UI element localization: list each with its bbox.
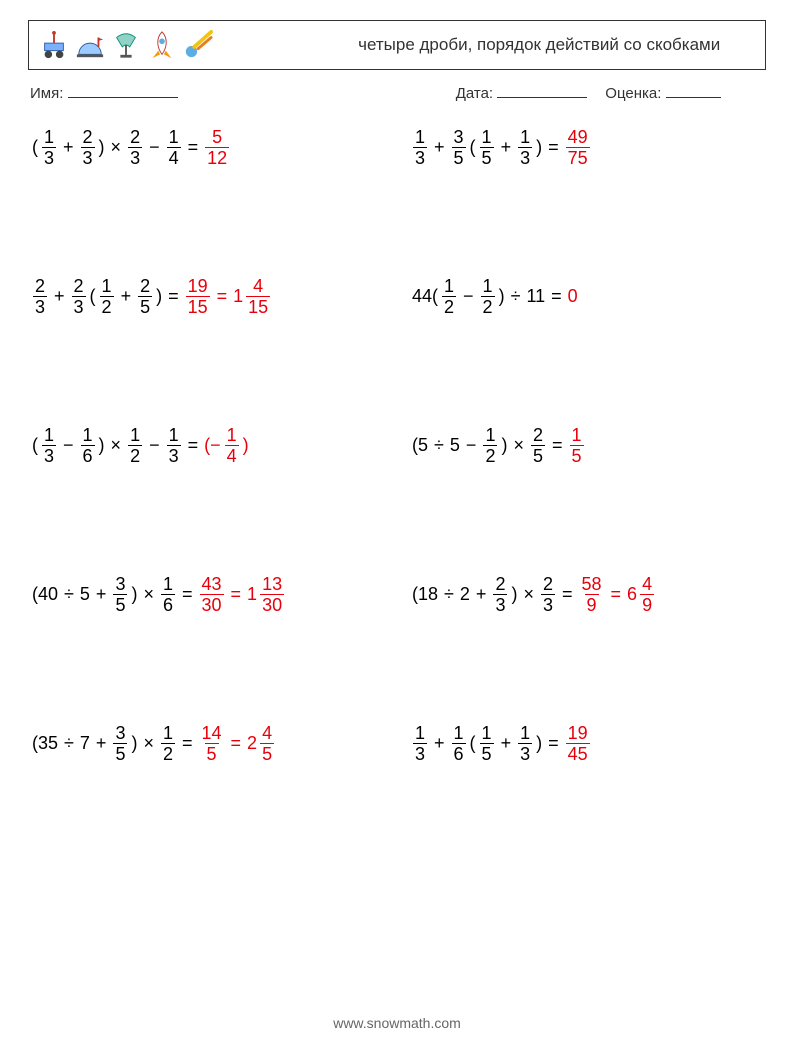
problem-2: 13+35(15+13)=4975 [412,128,762,167]
answer-6: 15 [569,426,585,465]
meta-row: Имя: Дата: Оценка: [28,84,766,102]
worksheet-page: четыре дроби, порядок действий со скобка… [0,0,794,1053]
problem-10: 13+16(15+13)=1945 [412,724,762,763]
answer-2: 4975 [565,128,591,167]
meta-name: Имя: [30,84,456,102]
name-label: Имя: [30,85,63,102]
comet-icon [183,30,213,60]
problem-7: (40÷5+35)×16=4330=11330 [32,575,382,614]
score-label: Оценка: [605,85,661,102]
date-blank [497,84,587,98]
radar-icon [111,30,141,60]
answer-3: 1915=1415 [185,277,272,316]
name-blank [68,84,178,98]
answer-7: 4330=11330 [199,575,286,614]
answer-9: 145=245 [199,724,276,763]
icon-row [29,30,323,60]
worksheet-title: четыре дроби, порядок действий со скобка… [323,34,765,55]
answer-10: 1945 [565,724,591,763]
date-label: Дата: [456,85,493,102]
problem-5: (13−16)×12−13=(−14) [32,426,382,465]
answer-8: 589=649 [579,575,656,614]
answer-1: 512 [204,128,230,167]
score-blank [666,84,721,98]
meta-date: Дата: [456,84,588,102]
answer-4: 0 [568,286,578,307]
dome-icon [75,30,105,60]
problem-6: (5÷5−12)×25=15 [412,426,762,465]
rocket-icon [147,30,177,60]
problem-1: (13+23)×23−14=512 [32,128,382,167]
footer: www.snowmath.com [0,1015,794,1031]
problem-3: 23+23(12+25)=1915=1415 [32,277,382,316]
answer-5: (−14) [204,426,249,465]
meta-score: Оценка: [605,84,720,102]
header-box: четыре дроби, порядок действий со скобка… [28,20,766,70]
problem-9: (35÷7+35)×12=145=245 [32,724,382,763]
problems-grid: (13+23)×23−14=512 13+35(15+13)=4975 23+23(… [28,128,766,763]
problem-8: (18÷2+23)×23=589=649 [412,575,762,614]
rover-icon [39,30,69,60]
problem-4: 44(12−12)÷11=0 [412,277,762,316]
